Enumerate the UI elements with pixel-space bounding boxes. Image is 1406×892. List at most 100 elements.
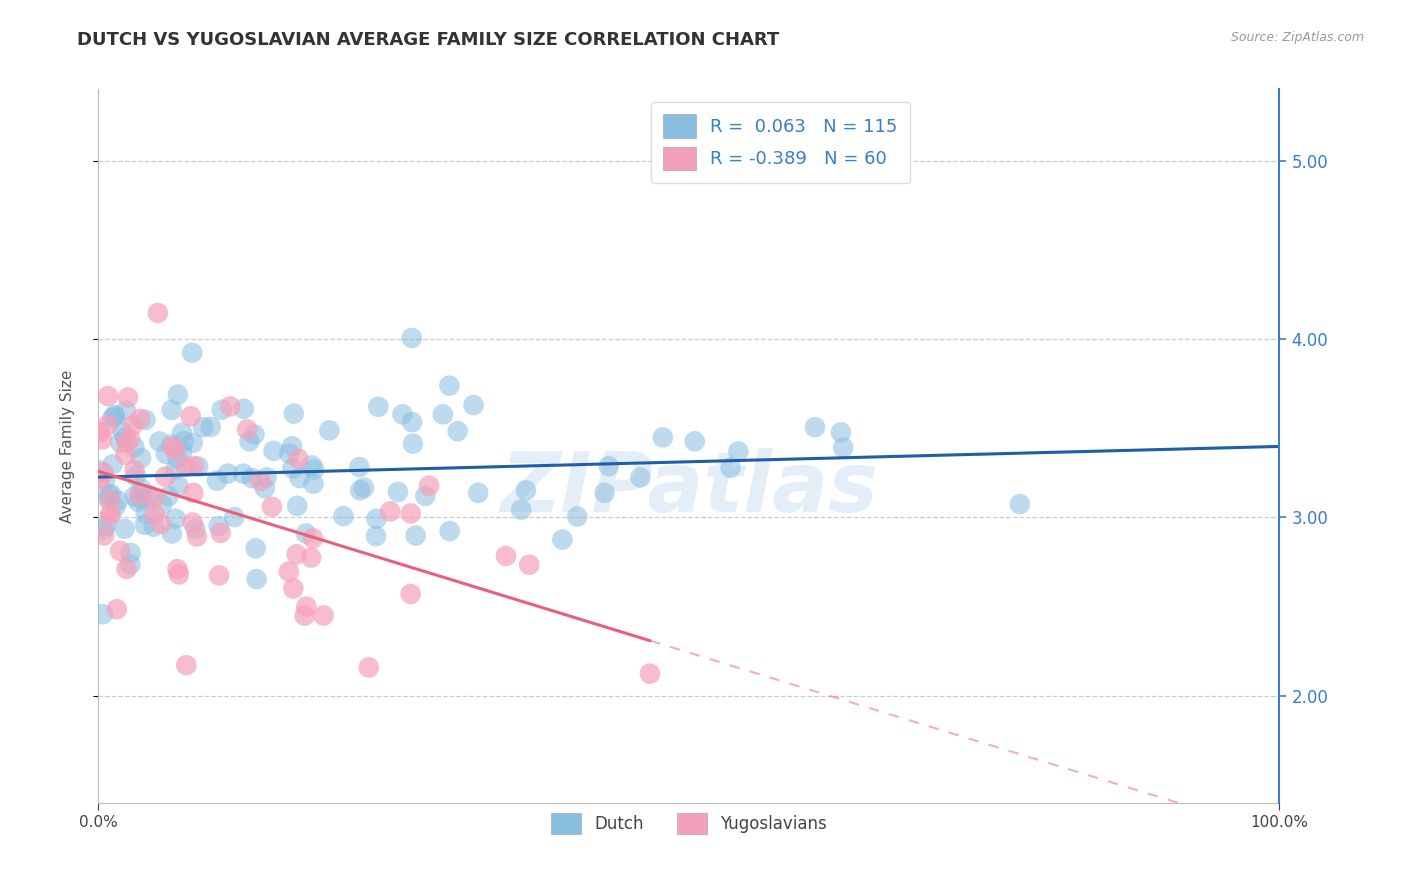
Point [166, 451, 188, 466]
Point [288, 471, 311, 485]
Point [287, 451, 309, 466]
Point [353, 481, 375, 495]
Point [294, 608, 316, 623]
Point [551, 533, 574, 547]
Point [134, 517, 156, 532]
Point [302, 462, 325, 476]
Point [100, 487, 122, 501]
Point [101, 411, 124, 425]
Point [150, 498, 173, 512]
Point [110, 435, 132, 450]
Point [186, 529, 208, 543]
Point [107, 493, 129, 508]
Point [281, 461, 304, 475]
Point [349, 483, 371, 498]
Point [240, 471, 263, 485]
Point [160, 403, 183, 417]
Point [101, 458, 124, 472]
Point [104, 409, 127, 424]
Point [200, 420, 222, 434]
Point [181, 435, 204, 450]
Point [181, 516, 204, 530]
Point [312, 608, 335, 623]
Point [160, 437, 183, 451]
Point [391, 408, 413, 422]
Point [253, 481, 276, 495]
Point [301, 458, 323, 473]
Point [155, 447, 177, 461]
Point [357, 660, 380, 674]
Point [138, 488, 160, 502]
Point [302, 476, 325, 491]
Point [94, 518, 117, 533]
Point [142, 519, 165, 533]
Point [187, 459, 209, 474]
Point [94, 472, 117, 486]
Point [243, 427, 266, 442]
Point [232, 467, 254, 481]
Point [97, 487, 120, 501]
Point [364, 529, 387, 543]
Point [232, 401, 254, 416]
Point [285, 499, 308, 513]
Point [401, 331, 423, 345]
Point [155, 469, 177, 483]
Point [114, 430, 136, 444]
Point [263, 443, 285, 458]
Point [97, 492, 120, 507]
Point [387, 485, 409, 500]
Point [143, 507, 166, 521]
Point [295, 599, 318, 614]
Point [115, 404, 138, 418]
Point [598, 459, 620, 474]
Point [121, 418, 143, 433]
Point [115, 562, 138, 576]
Point [217, 467, 239, 481]
Point [93, 523, 115, 537]
Point [720, 460, 742, 475]
Point [124, 489, 146, 503]
Point [120, 432, 142, 446]
Point [89, 463, 111, 477]
Point [135, 507, 157, 521]
Point [100, 508, 122, 522]
Point [224, 510, 246, 524]
Point [170, 425, 193, 440]
Point [208, 519, 231, 533]
Point [299, 550, 322, 565]
Point [114, 448, 136, 462]
Point [89, 474, 111, 488]
Point [98, 508, 121, 522]
Point [277, 565, 299, 579]
Point [150, 516, 173, 531]
Point [567, 509, 589, 524]
Point [143, 491, 166, 505]
Point [208, 568, 231, 582]
Point [205, 474, 228, 488]
Point [245, 541, 267, 556]
Point [167, 567, 190, 582]
Point [349, 460, 371, 475]
Point [495, 549, 517, 563]
Point [260, 500, 283, 514]
Point [172, 445, 194, 459]
Point [129, 451, 152, 466]
Point [127, 495, 149, 509]
Point [105, 602, 128, 616]
Point [184, 522, 207, 536]
Point [463, 398, 485, 412]
Point [628, 470, 651, 484]
Point [367, 400, 389, 414]
Point [191, 420, 214, 434]
Point [295, 526, 318, 541]
Point [804, 420, 827, 434]
Point [651, 430, 673, 444]
Point [131, 482, 153, 496]
Point [157, 489, 180, 503]
Point [162, 440, 184, 454]
Point [183, 458, 205, 473]
Y-axis label: Average Family Size: Average Family Size [60, 369, 75, 523]
Point [399, 507, 422, 521]
Point [117, 391, 139, 405]
Point [97, 417, 120, 432]
